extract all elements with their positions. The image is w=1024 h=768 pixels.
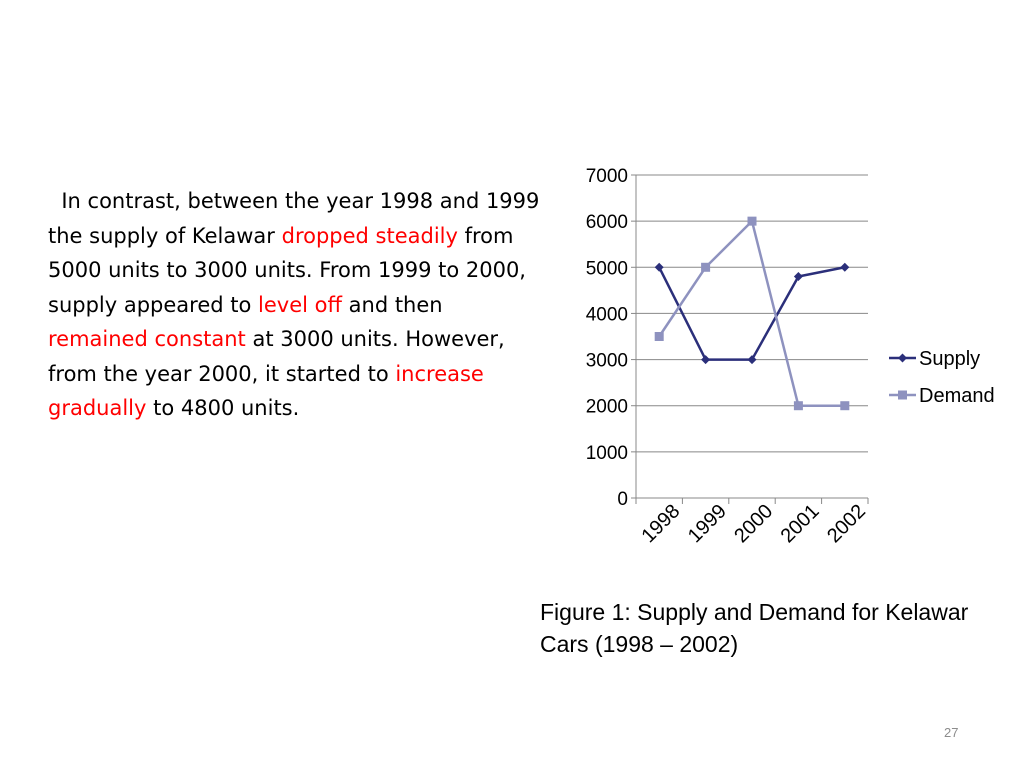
body-text-run: In contrast, between the year 1998 and 1… xyxy=(48,189,540,248)
y-tick-label: 2000 xyxy=(586,397,628,418)
y-tick-label: 0 xyxy=(617,489,628,510)
supply-point xyxy=(793,272,803,282)
highlighted-phrase: increase gradually xyxy=(48,361,484,421)
supply-point xyxy=(701,355,711,365)
legend-supply-marker xyxy=(898,353,907,363)
x-tick-label: 1999 xyxy=(684,500,731,547)
x-tick-label: 2000 xyxy=(730,500,777,547)
y-tick-label: 4000 xyxy=(586,304,628,325)
body-paragraph: In contrast, between the year 1998 and 1… xyxy=(48,184,543,426)
body-text-run: to 4800 units. xyxy=(146,396,300,420)
highlighted-phrase: dropped steadily xyxy=(281,223,458,248)
body-text-run: and then xyxy=(341,292,443,317)
demand-point xyxy=(654,332,664,341)
page-number: 27 xyxy=(944,725,959,740)
body-text-run: at 3000 units. However, from the year 20… xyxy=(48,327,505,386)
demand-point xyxy=(747,216,757,226)
y-tick-label: 3000 xyxy=(586,351,628,372)
highlighted-phrase: remained constant xyxy=(48,327,246,351)
supply-point xyxy=(654,262,664,272)
demand-point xyxy=(793,401,803,411)
demand-point xyxy=(701,262,711,272)
y-tick-label: 1000 xyxy=(586,443,628,464)
x-tick-label: 2002 xyxy=(823,500,870,547)
legend-demand-marker xyxy=(898,390,907,400)
y-tick-label: 7000 xyxy=(586,166,628,187)
supply-point xyxy=(840,262,850,272)
legend-supply-label: Supply xyxy=(919,348,980,370)
figure-caption: Figure 1: Supply and Demand for Kelawar … xyxy=(540,599,969,657)
y-tick-label: 6000 xyxy=(586,212,628,233)
highlighted-phrase: level off xyxy=(258,292,342,317)
supply-point xyxy=(747,355,757,365)
demand-point xyxy=(840,401,850,411)
body-text-run: from 5000 units to 3000 units. From 1999… xyxy=(48,223,526,317)
legend-demand-label: Demand xyxy=(919,385,995,407)
x-tick-label: 1998 xyxy=(637,500,684,547)
y-tick-label: 5000 xyxy=(586,258,628,279)
x-tick-label: 2001 xyxy=(777,500,824,547)
